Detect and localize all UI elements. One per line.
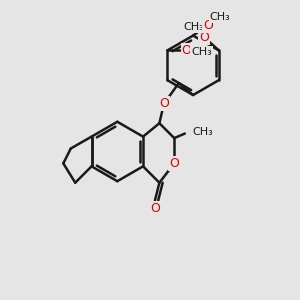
Text: CH₃: CH₃ xyxy=(192,127,213,137)
Text: O: O xyxy=(199,31,209,44)
Text: O: O xyxy=(159,98,169,110)
Text: CH₃: CH₃ xyxy=(209,12,230,22)
Text: CH₃: CH₃ xyxy=(191,47,212,57)
Text: O: O xyxy=(150,202,160,215)
Text: O: O xyxy=(182,44,192,57)
Text: O: O xyxy=(169,157,179,170)
Text: CH₃: CH₃ xyxy=(183,22,204,32)
Text: O: O xyxy=(203,19,213,32)
